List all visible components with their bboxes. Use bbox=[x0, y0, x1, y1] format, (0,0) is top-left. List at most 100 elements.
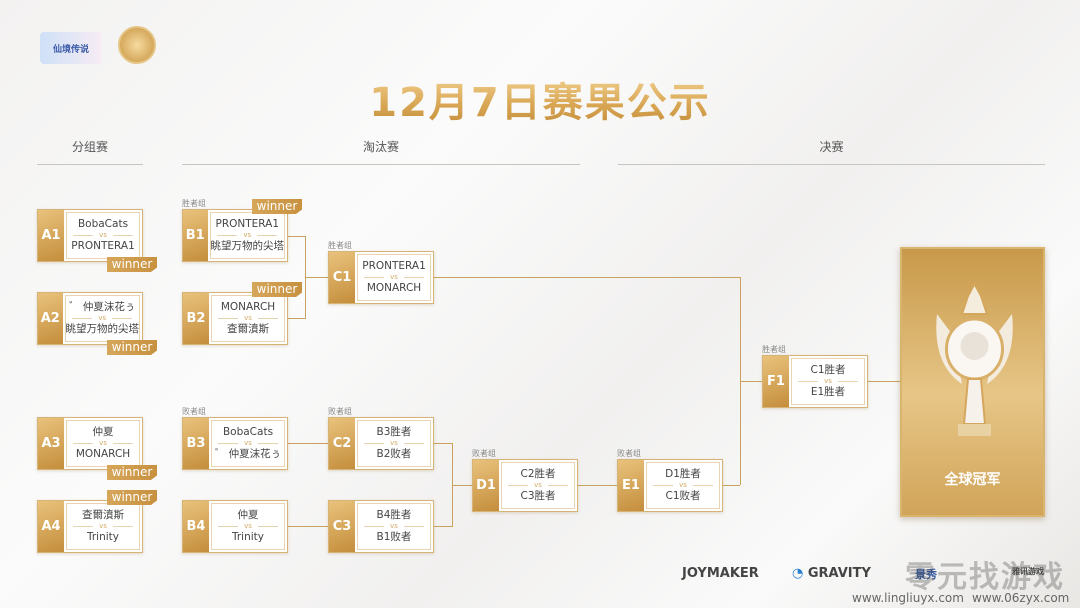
team-top: ゛ 仲夏沫花ぅ bbox=[69, 301, 136, 313]
team-bottom: MONARCH bbox=[75, 448, 131, 460]
winner-badge: winner bbox=[107, 257, 157, 272]
champion-label: 全球冠军 bbox=[944, 472, 1001, 488]
connector bbox=[305, 277, 328, 278]
watermark-url: www.lingliuyx.com bbox=[852, 591, 964, 605]
team-top: 仲夏 bbox=[92, 426, 114, 438]
sponsor-yaxun-logo: 雅讯游戏 bbox=[1012, 567, 1044, 576]
match-teams: 查爾濆斯 vs Trinity bbox=[66, 503, 140, 550]
sponsor-gravity-logo: ◔ GRAVITY bbox=[792, 566, 871, 581]
match-a1[interactable]: A1 BobaCats vs PRONTERA1 bbox=[37, 209, 143, 262]
vs-label: vs bbox=[216, 439, 280, 448]
team-bottom: 眺望万物的尖塔 bbox=[65, 323, 140, 335]
team-top: 查爾濆斯 bbox=[82, 509, 124, 521]
match-code: E1 bbox=[618, 460, 644, 511]
match-a3[interactable]: A3 仲夏 vs MONARCH bbox=[37, 417, 143, 470]
trophy-icon bbox=[936, 281, 1013, 436]
connector bbox=[288, 443, 328, 444]
match-code: C3 bbox=[329, 501, 355, 552]
team-top: C2胜者 bbox=[520, 468, 556, 480]
divider bbox=[182, 164, 580, 165]
team-top: B3胜者 bbox=[376, 426, 412, 438]
connector bbox=[452, 485, 472, 486]
team-bottom: 查爾濆斯 bbox=[227, 323, 269, 335]
team-bottom: MONARCH bbox=[366, 282, 422, 294]
match-code: D1 bbox=[473, 460, 499, 511]
team-bottom: C1败者 bbox=[665, 490, 701, 502]
connector bbox=[433, 526, 452, 527]
game-logo: 仙境传说 bbox=[40, 32, 102, 64]
match-code: A1 bbox=[38, 210, 64, 261]
match-teams: D1胜者 vs C1败者 bbox=[646, 462, 720, 509]
vs-label: vs bbox=[506, 481, 570, 490]
winner-badge: winner bbox=[252, 282, 302, 297]
watermark-url: www.06zyx.com bbox=[972, 591, 1070, 605]
sponsor-jingxiu-logo: 景秀 bbox=[915, 568, 937, 581]
bracket-group-label: 败者组 bbox=[617, 449, 641, 458]
winner-badge: winner bbox=[252, 199, 302, 214]
match-c1[interactable]: C1 PRONTERA1 vs MONARCH bbox=[328, 251, 434, 304]
match-code: B1 bbox=[183, 210, 208, 261]
bracket-group-label: 胜者组 bbox=[762, 345, 786, 354]
vs-label: vs bbox=[362, 439, 426, 448]
connector bbox=[288, 318, 305, 319]
match-code: B3 bbox=[183, 418, 209, 469]
vs-label: vs bbox=[216, 314, 280, 323]
team-bottom: Trinity bbox=[231, 531, 264, 543]
section-final: 决赛 bbox=[819, 140, 844, 154]
vs-label: vs bbox=[796, 377, 860, 386]
vs-label: vs bbox=[70, 314, 134, 323]
connector bbox=[578, 485, 617, 486]
team-top: PRONTERA1 bbox=[215, 218, 280, 230]
match-code: C2 bbox=[329, 418, 355, 469]
vs-label: vs bbox=[71, 231, 135, 240]
match-b3[interactable]: B3 BobaCats vs ゛ 仲夏沫花ぅ bbox=[182, 417, 288, 470]
winner-badge: winner bbox=[107, 490, 157, 505]
match-c3[interactable]: C3 B4胜者 vs B1败者 bbox=[328, 500, 434, 553]
team-bottom: 眺望万物的尖塔 bbox=[210, 240, 285, 252]
match-code: C1 bbox=[329, 252, 355, 303]
match-code: B4 bbox=[183, 501, 209, 552]
connector bbox=[288, 236, 305, 237]
match-teams: 仲夏 vs MONARCH bbox=[66, 420, 140, 467]
match-b2[interactable]: B2 MONARCH vs 查爾濆斯 bbox=[182, 292, 288, 345]
champion-panel: 全球冠军 bbox=[900, 247, 1045, 517]
team-top: C1胜者 bbox=[810, 364, 846, 376]
connector bbox=[433, 277, 740, 278]
vs-label: vs bbox=[71, 522, 135, 531]
connector bbox=[740, 381, 762, 382]
bracket-group-label: 胜者组 bbox=[182, 199, 206, 208]
match-c2[interactable]: C2 B3胜者 vs B2败者 bbox=[328, 417, 434, 470]
match-e1[interactable]: E1 D1胜者 vs C1败者 bbox=[617, 459, 723, 512]
match-teams: BobaCats vs PRONTERA1 bbox=[66, 212, 140, 259]
gravity-icon: ◔ bbox=[792, 566, 808, 581]
crown-emblem-logo bbox=[118, 26, 156, 64]
match-b1[interactable]: B1 PRONTERA1 vs 眺望万物的尖塔 bbox=[182, 209, 288, 262]
match-b4[interactable]: B4 仲夏 vs Trinity bbox=[182, 500, 288, 553]
team-top: PRONTERA1 bbox=[362, 260, 426, 272]
section-knockout: 淘汰赛 bbox=[362, 140, 399, 154]
team-bottom: C3胜者 bbox=[520, 490, 556, 502]
team-top: BobaCats bbox=[77, 218, 129, 230]
match-a2[interactable]: A2 ゛ 仲夏沫花ぅ vs 眺望万物的尖塔 bbox=[37, 292, 143, 345]
match-teams: B3胜者 vs B2败者 bbox=[357, 420, 431, 467]
match-teams: 仲夏 vs Trinity bbox=[211, 503, 285, 550]
team-top: D1胜者 bbox=[665, 468, 701, 480]
match-d1[interactable]: D1 C2胜者 vs C3胜者 bbox=[472, 459, 578, 512]
team-top: 仲夏 bbox=[237, 509, 259, 521]
match-teams: C1胜者 vs E1胜者 bbox=[791, 358, 865, 405]
match-a4[interactable]: A4 查爾濆斯 vs Trinity bbox=[37, 500, 143, 553]
bracket-group-label: 败者组 bbox=[182, 407, 206, 416]
page-title: 12月7日赛果公示 bbox=[0, 70, 1080, 128]
team-bottom: B1败者 bbox=[376, 531, 412, 543]
connector bbox=[723, 485, 740, 486]
match-teams: ゛ 仲夏沫花ぅ vs 眺望万物的尖塔 bbox=[64, 295, 140, 342]
match-teams: MONARCH vs 查爾濆斯 bbox=[211, 295, 285, 342]
connector bbox=[288, 526, 328, 527]
match-code: A4 bbox=[38, 501, 64, 552]
match-teams: C2胜者 vs C3胜者 bbox=[501, 462, 575, 509]
vs-label: vs bbox=[215, 231, 279, 240]
connector bbox=[868, 381, 900, 382]
match-f1[interactable]: F1 C1胜者 vs E1胜者 bbox=[762, 355, 868, 408]
bracket-group-label: 胜者组 bbox=[328, 241, 352, 250]
connector bbox=[433, 443, 452, 444]
